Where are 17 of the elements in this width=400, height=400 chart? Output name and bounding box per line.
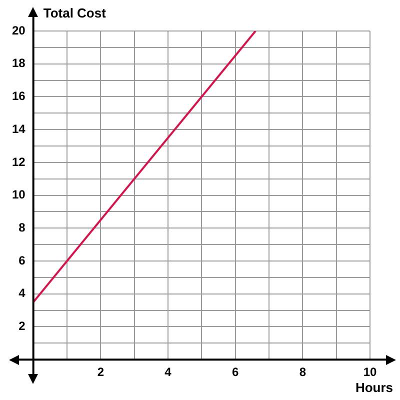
y-tick-label: 12 <box>12 154 26 169</box>
y-tick-label: 10 <box>12 188 26 202</box>
x-axis-title: Hours <box>355 380 393 396</box>
y-tick-label: 18 <box>12 56 26 70</box>
y-axis-title: Total Cost <box>43 6 107 21</box>
x-tick-label: 2 <box>97 365 104 380</box>
x-tick-label: 8 <box>299 365 306 380</box>
y-tick-label: 20 <box>12 23 26 38</box>
y-tick-label: 6 <box>18 253 26 268</box>
y-tick-label: 4 <box>18 286 26 300</box>
y-tick-label: 14 <box>12 122 26 136</box>
x-tick-label: 10 <box>363 365 377 380</box>
y-tick-label: 8 <box>18 220 26 234</box>
y-tick-label: 2 <box>18 319 26 334</box>
y-tick-label: 16 <box>12 89 26 104</box>
x-tick-label: 6 <box>232 365 239 380</box>
x-tick-label: 4 <box>164 365 172 380</box>
